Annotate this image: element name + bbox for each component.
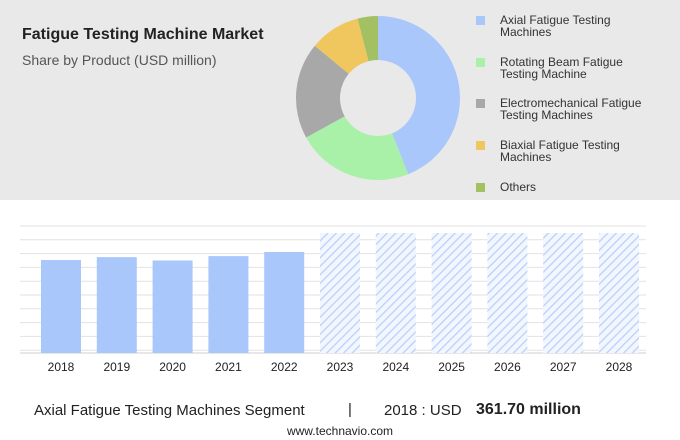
- donut-slice: [296, 45, 349, 138]
- donut-slice: [378, 16, 460, 175]
- legend-swatch: [476, 99, 485, 108]
- x-tick-label: 2020: [159, 360, 186, 374]
- bar: [208, 256, 249, 353]
- x-tick-label: 2024: [382, 360, 409, 374]
- x-tick-label: 2026: [494, 360, 521, 374]
- legend-label: Others: [500, 180, 537, 194]
- footer-separator: |: [348, 401, 352, 418]
- x-tick-label: 2018: [48, 360, 75, 374]
- legend-label: Axial Fatigue Testing Machines: [500, 13, 611, 39]
- x-tick-label: 2023: [327, 360, 354, 374]
- legend-label: Biaxial Fatigue Testing Machines: [500, 138, 620, 164]
- x-tick-label: 2025: [438, 360, 465, 374]
- forecast-placeholder: [487, 233, 528, 353]
- forecast-placeholder: [431, 233, 472, 353]
- x-tick-label: 2027: [550, 360, 577, 374]
- forecast-placeholder: [543, 233, 584, 353]
- donut-slice: [314, 18, 369, 74]
- x-tick-label: 2019: [103, 360, 130, 374]
- bar: [96, 257, 137, 353]
- legend-swatch: [476, 141, 485, 150]
- chart-title: Fatigue Testing Machine Market: [22, 26, 264, 43]
- bar: [152, 260, 193, 353]
- forecast-placeholder: [375, 233, 416, 353]
- legend-label: Rotating Beam Fatigue Testing Machine: [500, 55, 623, 81]
- legend-swatch: [476, 16, 485, 25]
- x-tick-label: 2028: [606, 360, 633, 374]
- chart-subtitle: Share by Product (USD million): [22, 52, 217, 68]
- donut-slice: [306, 116, 409, 180]
- forecast-placeholder: [320, 233, 360, 353]
- footer-value: 361.70 million: [476, 401, 581, 418]
- x-tick-label: 2022: [271, 360, 298, 374]
- source: www.technavio.com: [286, 424, 394, 438]
- bar: [41, 260, 81, 353]
- x-tick-label: 2021: [215, 360, 242, 374]
- footer-year: 2018 : USD: [384, 402, 462, 419]
- legend-swatch: [476, 183, 485, 192]
- forecast-placeholder: [599, 233, 639, 353]
- bar: [264, 251, 305, 353]
- footer-segment: Axial Fatigue Testing Machines Segment: [34, 402, 305, 419]
- donut-slice: [357, 16, 378, 62]
- legend-label: Electromechanical Fatigue Testing Machin…: [500, 96, 642, 122]
- legend-swatch: [476, 58, 485, 67]
